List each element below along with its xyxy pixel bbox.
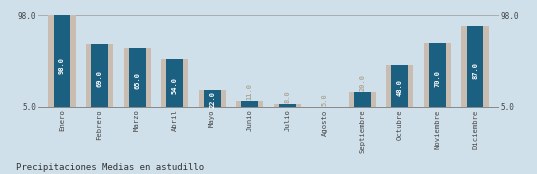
- Bar: [161, 59, 188, 107]
- Bar: [391, 65, 408, 107]
- Bar: [129, 48, 146, 107]
- Bar: [236, 101, 263, 107]
- Text: Precipitaciones Medias en astudillo: Precipitaciones Medias en astudillo: [16, 163, 204, 172]
- Text: 8.0: 8.0: [284, 90, 291, 103]
- Text: 22.0: 22.0: [209, 91, 215, 108]
- Bar: [91, 44, 108, 107]
- Bar: [86, 44, 113, 107]
- Bar: [349, 92, 376, 107]
- Bar: [467, 26, 483, 107]
- Text: 5.0: 5.0: [322, 93, 328, 106]
- Text: 54.0: 54.0: [172, 77, 178, 94]
- Bar: [429, 43, 446, 107]
- Bar: [166, 59, 183, 107]
- Bar: [48, 15, 76, 107]
- Text: 11.0: 11.0: [246, 83, 253, 100]
- Bar: [241, 101, 258, 107]
- Bar: [274, 104, 301, 107]
- Text: 98.0: 98.0: [59, 57, 65, 74]
- Text: 69.0: 69.0: [97, 70, 103, 87]
- Bar: [54, 15, 70, 107]
- Bar: [204, 90, 221, 107]
- Bar: [124, 48, 150, 107]
- Text: 20.0: 20.0: [359, 74, 365, 91]
- Bar: [387, 65, 413, 107]
- Text: 65.0: 65.0: [134, 72, 140, 89]
- Bar: [461, 26, 489, 107]
- Bar: [354, 92, 371, 107]
- Bar: [424, 43, 451, 107]
- Bar: [199, 90, 226, 107]
- Text: 70.0: 70.0: [434, 70, 440, 87]
- Text: 48.0: 48.0: [397, 79, 403, 96]
- Text: 87.0: 87.0: [472, 62, 478, 79]
- Bar: [279, 104, 296, 107]
